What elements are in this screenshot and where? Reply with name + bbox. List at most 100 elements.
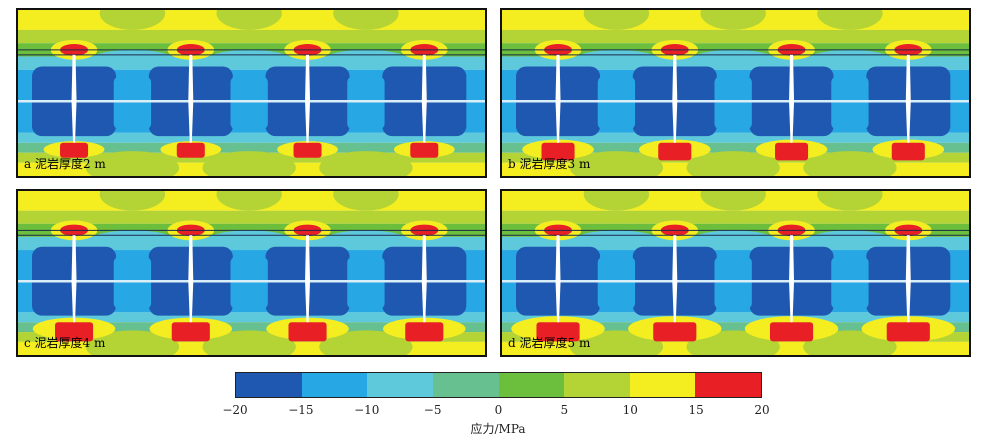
stress-gap — [831, 76, 869, 130]
stress-gap — [597, 76, 636, 130]
floor-hotspot — [54, 322, 94, 342]
stress-gap — [113, 256, 152, 310]
stress-band — [18, 142, 485, 153]
stress-band — [502, 210, 969, 224]
stress-field-a — [18, 10, 485, 176]
stress-field-c — [18, 191, 485, 355]
colorbar-segment — [629, 373, 696, 397]
roof-lobe — [216, 10, 282, 30]
floor-lobe — [569, 151, 664, 176]
pillar-fracture — [672, 54, 678, 143]
stress-gap — [714, 256, 752, 310]
colorbar-tick-label: −15 — [288, 403, 314, 417]
pillar-fracture — [71, 54, 77, 143]
stress-gap — [597, 256, 636, 310]
roof-lobe — [817, 191, 883, 211]
panel-c-label: c 泥岩厚度4 m — [24, 336, 106, 350]
roof-lobe — [216, 191, 282, 211]
stress-band — [18, 312, 485, 323]
colorbar — [235, 372, 762, 398]
floor-lobe — [85, 330, 180, 355]
colorbar-tick-label: −20 — [222, 403, 248, 417]
stress-gap — [347, 76, 385, 130]
colorbar-tick-label: 10 — [622, 403, 638, 417]
pillar-fracture — [188, 235, 194, 323]
pillar-fracture — [555, 54, 561, 143]
floor-lobe — [319, 151, 413, 176]
floor-lobe — [85, 151, 180, 176]
pillar-fracture — [421, 54, 427, 143]
roof-lobe — [333, 10, 399, 30]
pillar-fracture — [71, 235, 77, 323]
floor-lobe — [803, 151, 897, 176]
floor-hotspot — [293, 142, 322, 158]
colorbar-segment — [695, 373, 761, 397]
floor-lobe — [319, 330, 413, 355]
roof-lobe — [99, 191, 166, 211]
stress-band — [502, 322, 969, 333]
colorbar-segment — [301, 373, 368, 397]
floor-hotspot — [410, 142, 439, 158]
stress-gap — [230, 256, 268, 310]
floor-hotspot — [171, 322, 210, 342]
pillar-fracture — [905, 54, 911, 143]
roof-lobe — [700, 191, 766, 211]
pillar-fracture — [672, 235, 678, 323]
pillar-fracture — [789, 54, 795, 143]
stress-gap — [831, 256, 869, 310]
floor-hotspot — [886, 322, 930, 342]
stress-band — [18, 210, 485, 224]
floor-lobe — [202, 151, 296, 176]
roof-lobe — [700, 10, 766, 30]
colorbar-segment — [236, 373, 302, 397]
stress-band — [502, 312, 969, 323]
colorbar-title: 应力/MPa — [470, 422, 526, 436]
pillar-fracture — [421, 235, 427, 323]
pillar-fracture — [789, 235, 795, 323]
roof-lobe — [99, 10, 166, 30]
colorbar-segment — [564, 373, 630, 397]
floor-hotspot — [769, 322, 814, 342]
stress-band — [18, 322, 485, 333]
stress-field-d — [502, 191, 969, 355]
roof-lobe — [333, 191, 399, 211]
pillar-fracture — [305, 235, 311, 323]
colorbar-segment — [432, 373, 499, 397]
floor-hotspot — [176, 142, 205, 158]
floor-hotspot — [541, 142, 575, 161]
stress-gap — [230, 76, 268, 130]
panel-d-label: d 泥岩厚度5 m — [508, 336, 591, 350]
stress-band — [502, 132, 969, 143]
floor-hotspot — [653, 322, 697, 342]
panel-b: b 泥岩厚度3 m — [500, 8, 971, 178]
colorbar-tick-label: 0 — [494, 403, 503, 417]
floor-hotspot — [60, 142, 89, 158]
colorbar-tick-label: 20 — [754, 403, 770, 417]
stress-gap — [347, 256, 385, 310]
floor-lobe — [202, 330, 296, 355]
floor-hotspot — [891, 142, 925, 161]
colorbar-tick-label: −5 — [423, 403, 442, 417]
floor-hotspot — [405, 322, 444, 342]
stress-gap — [714, 76, 752, 130]
colorbar-tick-label: −10 — [354, 403, 380, 417]
panel-b-label: b 泥岩厚度3 m — [508, 157, 591, 171]
pillar-fracture — [188, 54, 194, 143]
colorbar-tick-label: 5 — [560, 403, 569, 417]
roof-lobe — [817, 10, 883, 30]
stress-band — [18, 29, 485, 44]
pillar-fracture — [305, 54, 311, 143]
panel-a-label: a 泥岩厚度2 m — [24, 157, 106, 171]
stress-field-b — [502, 10, 969, 176]
stress-band — [502, 142, 969, 153]
stress-gap — [113, 76, 152, 130]
floor-hotspot — [775, 142, 809, 161]
roof-lobe — [583, 10, 650, 30]
panel-a: a 泥岩厚度2 m — [16, 8, 487, 178]
stress-band — [502, 29, 969, 44]
pillar-fracture — [905, 235, 911, 323]
colorbar-tick-label: 15 — [688, 403, 704, 417]
floor-lobe — [686, 151, 780, 176]
colorbar-segment — [498, 373, 565, 397]
